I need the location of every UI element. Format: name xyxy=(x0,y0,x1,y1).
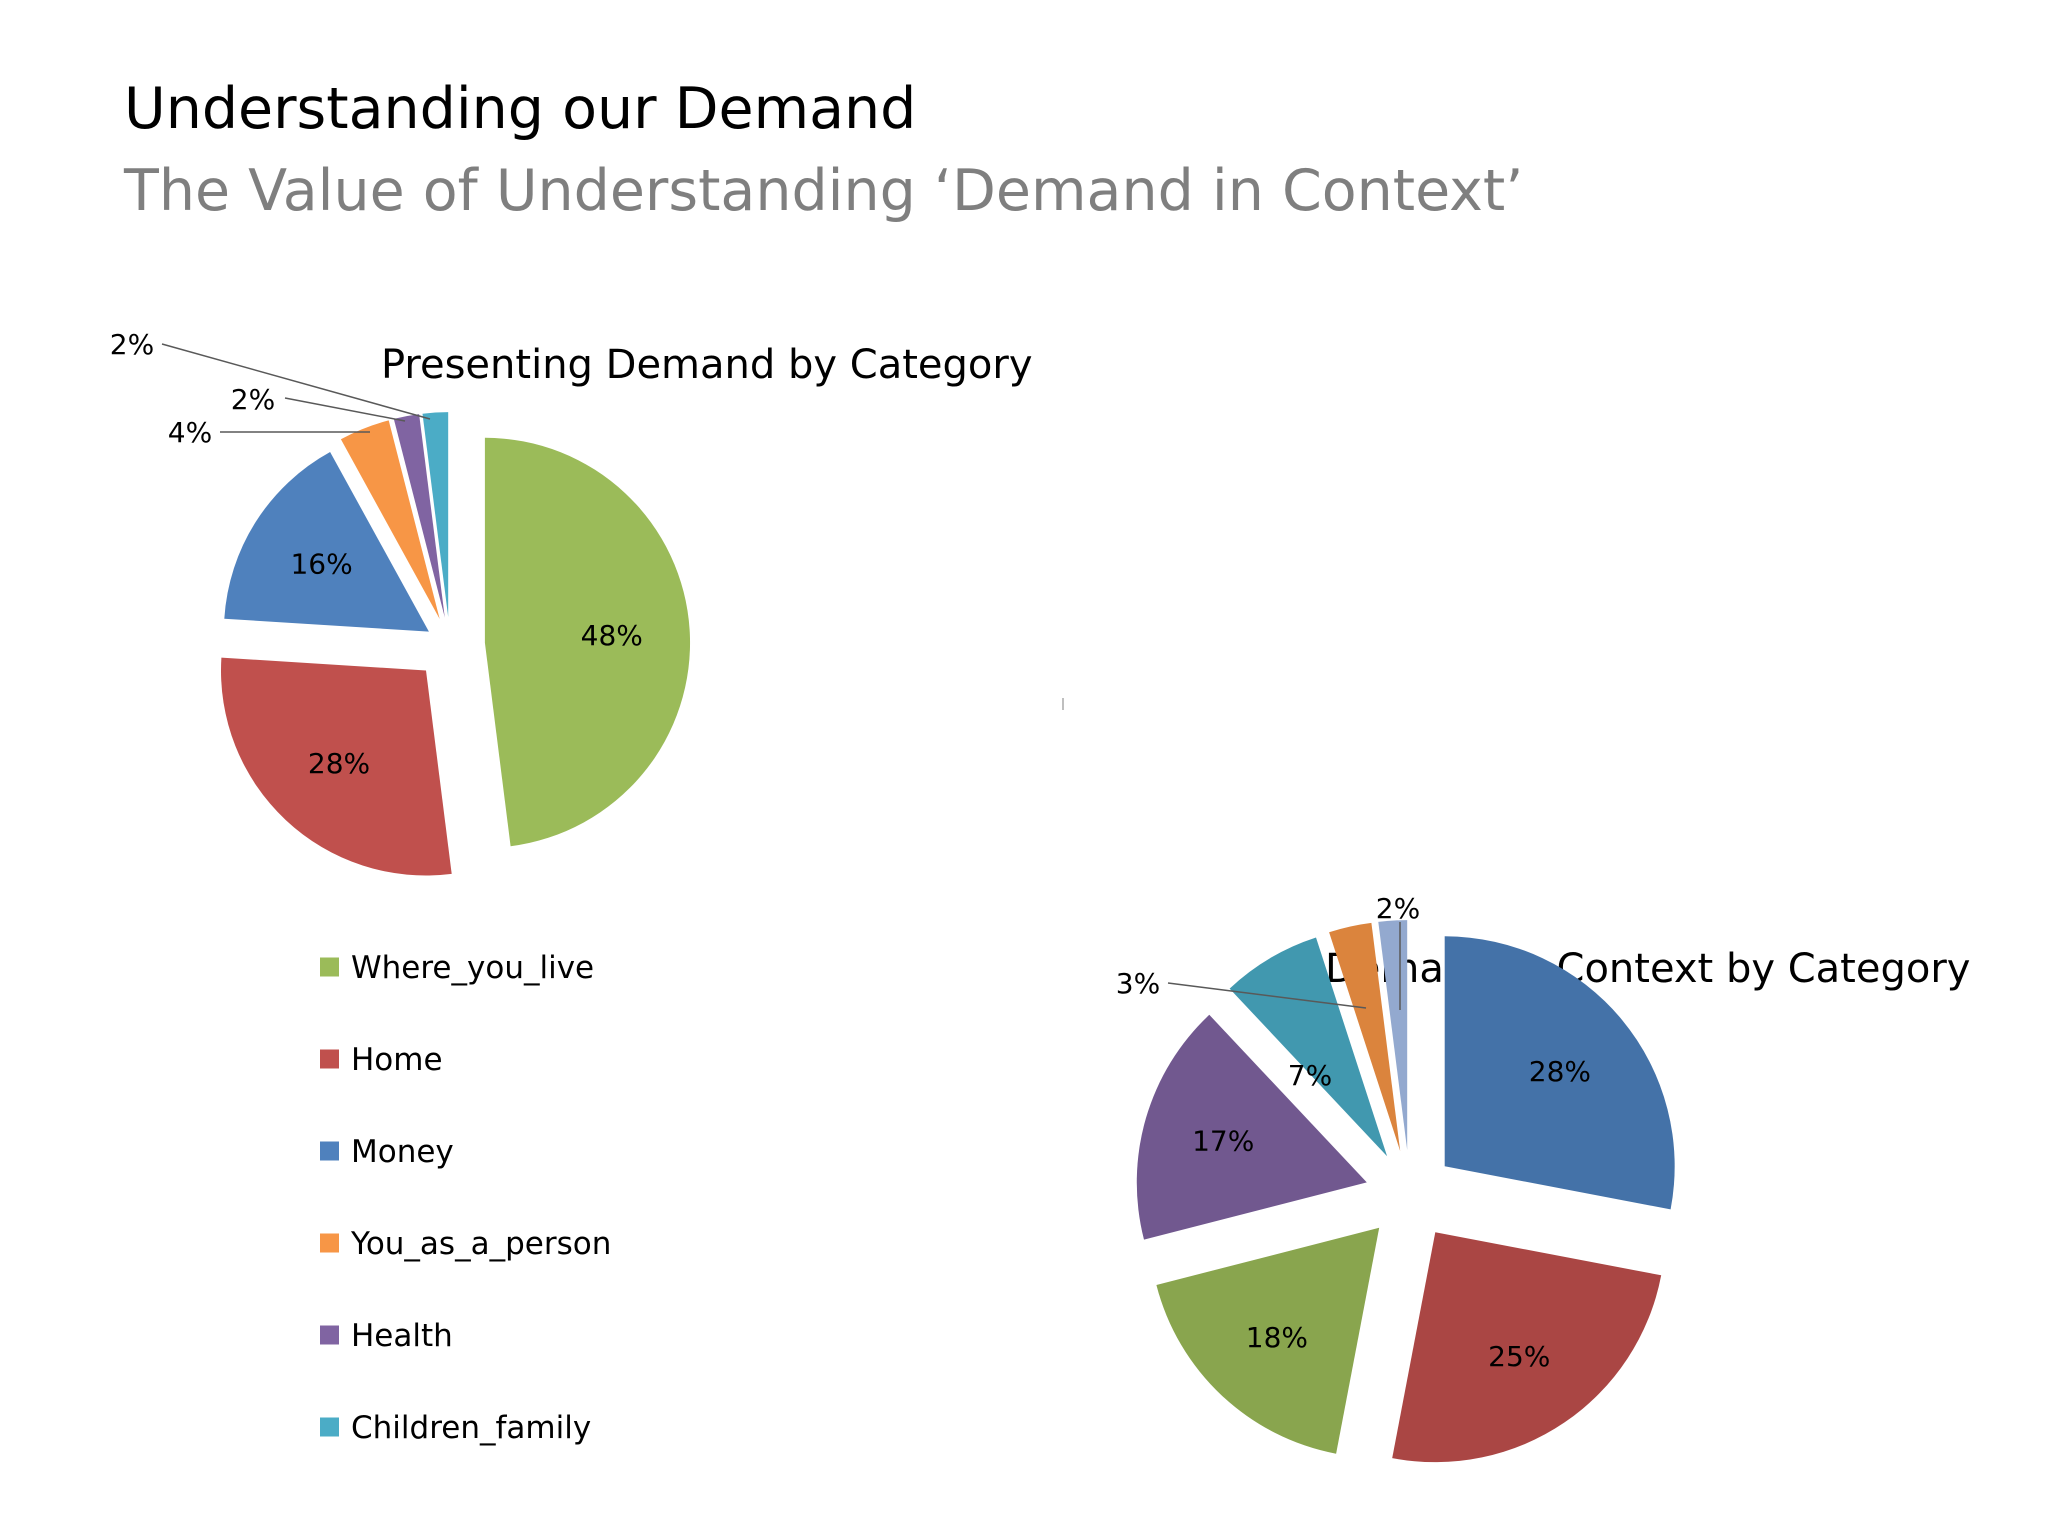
legend-label-health: Health xyxy=(351,1318,453,1354)
chart-1-slice-money xyxy=(224,452,429,632)
legend-swatch-money xyxy=(320,1141,339,1161)
chart-1-data-label-money: 16% xyxy=(290,548,352,581)
chart-1-data-label-health: 2% xyxy=(231,383,275,416)
chart-1-slice-health xyxy=(393,414,445,618)
legend-label-children-family: Children_family xyxy=(351,1410,591,1446)
chart-1-leader-line-children-family xyxy=(161,343,431,420)
legend-swatch-home xyxy=(320,1049,339,1069)
chart-2-slice-slice-2 xyxy=(1392,1232,1662,1463)
chart-1-data-label-you-as-a-person: 4% xyxy=(168,416,212,449)
chart-2-slice-slice-1 xyxy=(1444,936,1675,1210)
chart-1-title: Presenting Demand by Category xyxy=(381,342,1032,388)
legend-swatch-where-you-live xyxy=(320,957,339,977)
legend-label-where-you-live: Where_you_live xyxy=(351,950,594,986)
chart-2-data-label-slice-1: 28% xyxy=(1529,1055,1591,1088)
chart-2-data-label-slice-4: 17% xyxy=(1192,1125,1254,1158)
chart-1-slice-you-as-a-person xyxy=(340,420,440,619)
legend-swatch-you-as-a-person xyxy=(320,1233,339,1253)
chart-1-data-label-where-you-live: 48% xyxy=(581,619,643,652)
chart-2-slice-slice-5 xyxy=(1229,937,1388,1157)
chart-2-slice-slice-3 xyxy=(1156,1227,1380,1454)
slide-subtitle: The Value of Understanding ‘Demand in Co… xyxy=(124,158,1524,224)
legend-label-money: Money xyxy=(351,1134,454,1170)
legend-label-you-as-a-person: You_as_a_person xyxy=(350,1226,611,1262)
chart-1-slice-children-family xyxy=(422,412,449,618)
chart-1-leader-line-health xyxy=(284,397,406,422)
chart-2-slice-slice-6 xyxy=(1329,922,1401,1152)
chart-2-data-label-slice-6: 3% xyxy=(1116,967,1160,1000)
chart-1-data-label-children-family: 2% xyxy=(110,328,154,361)
chart-2-slice-slice-4 xyxy=(1136,1014,1367,1240)
chart-1-pie: 48% 28% 16% 4% 2% 2% xyxy=(110,328,691,876)
legend-label-home: Home xyxy=(351,1042,443,1078)
chart-1-data-label-home: 28% xyxy=(308,747,370,780)
chart-2-data-label-slice-5: 7% xyxy=(1288,1059,1332,1092)
chart-2-title: Demand in Context by Category xyxy=(1325,946,1970,992)
chart-2-data-label-slice-2: 25% xyxy=(1488,1340,1550,1373)
legend-swatch-health xyxy=(320,1325,339,1345)
chart-2-data-label-slice-3: 18% xyxy=(1246,1321,1308,1354)
chart-2-pie: 28% 25% 18% 17% 7% 3% 2% xyxy=(1116,892,1675,1463)
legend-swatch-children-family xyxy=(320,1417,339,1437)
chart-2-leader-line-slice-6 xyxy=(1167,982,1367,1009)
slide-title: Understanding our Demand xyxy=(124,76,917,142)
chart-1-slice-home xyxy=(220,657,452,876)
chart-1-slice-where-you-live xyxy=(484,437,691,847)
chart-2-data-label-slice-7: 2% xyxy=(1376,892,1420,925)
chart-1-legend: Where_you_live Home Money You_as_a_person He… xyxy=(320,950,611,1446)
stray-tick-mark xyxy=(1062,698,1064,710)
